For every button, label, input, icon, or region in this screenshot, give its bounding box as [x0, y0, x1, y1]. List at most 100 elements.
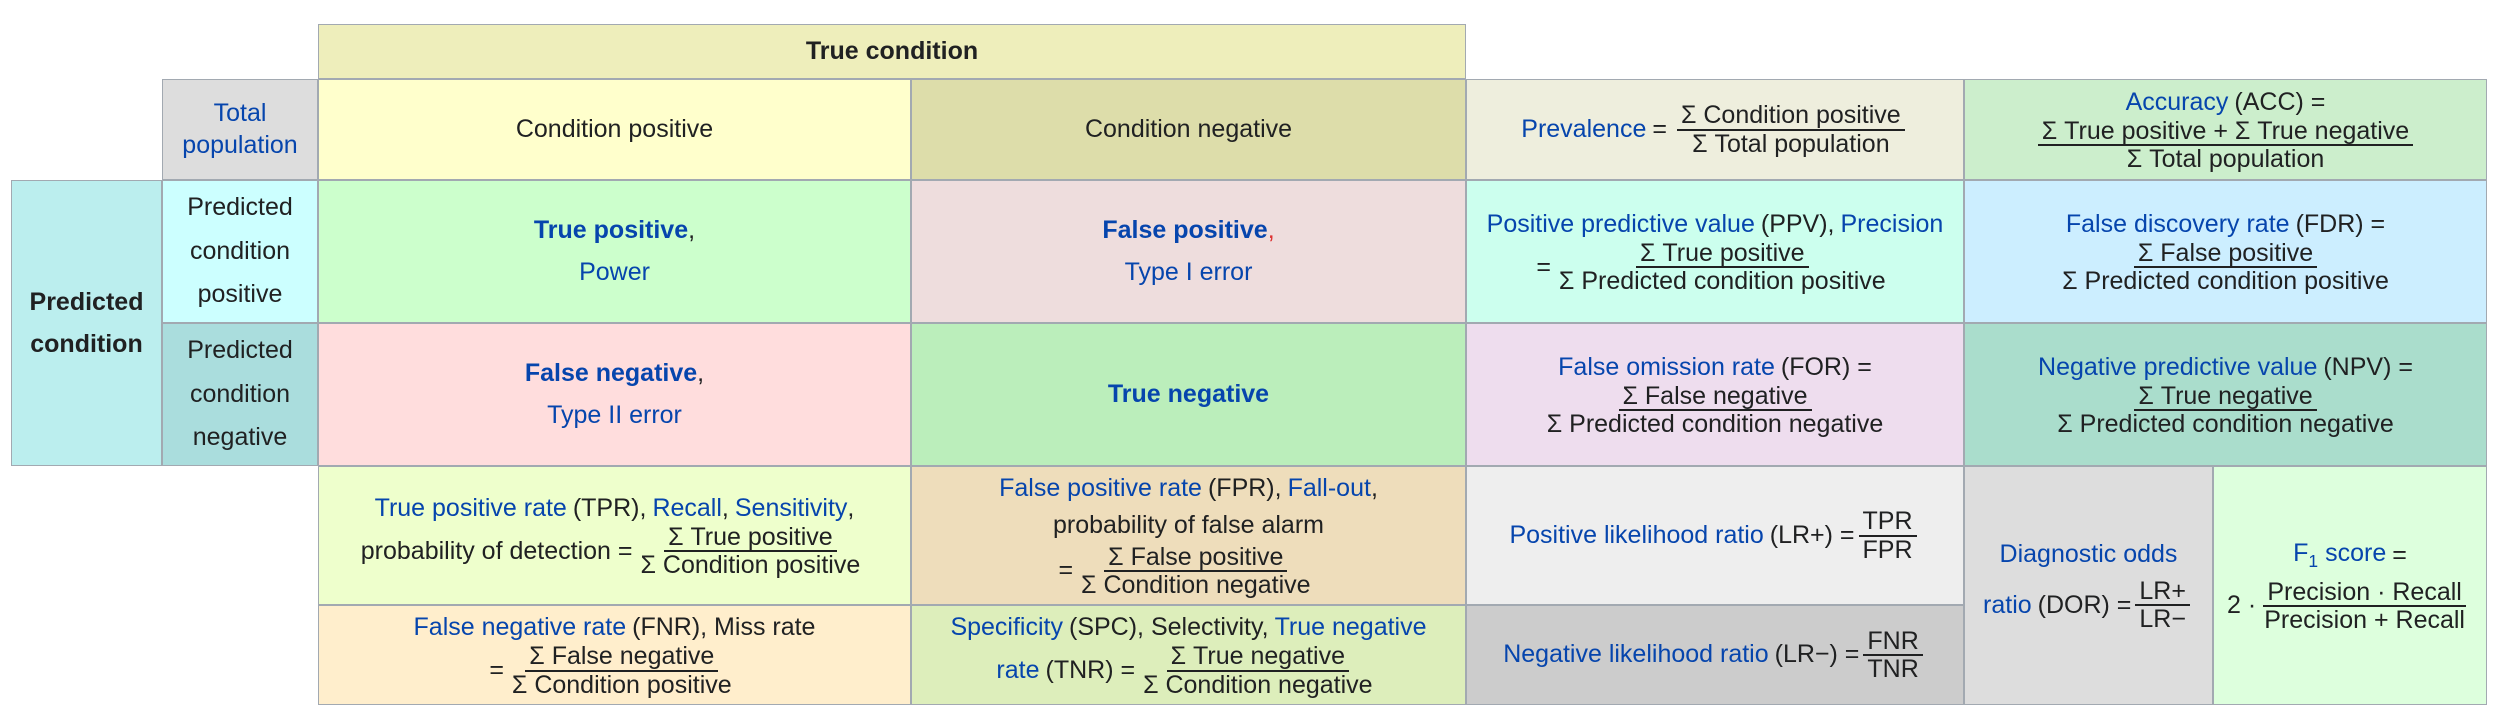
false-positive-comma: ,	[1267, 216, 1275, 245]
fpr-abbr: (FPR),	[1207, 474, 1282, 502]
fpr-numerator: Σ False positive	[1104, 543, 1288, 572]
tpr-comma: ,	[847, 493, 855, 522]
tnr-numerator: Σ True negative	[1166, 643, 1349, 672]
ppv-cell: Positive predictive value (PPV), Precisi…	[1466, 180, 1964, 323]
accuracy-link[interactable]: Accuracy	[2125, 87, 2229, 116]
type-i-error-link[interactable]: Type I error	[1124, 257, 1253, 286]
false-negative-cell: False negative , Type II error	[318, 323, 911, 466]
power-link[interactable]: Power	[579, 257, 650, 286]
tnr-denominator: Σ Condition negative	[1143, 670, 1373, 699]
specificity-link[interactable]: Specificity	[950, 613, 1063, 642]
total-population-link[interactable]: Total population	[182, 99, 298, 159]
false-positive-link[interactable]: False positive	[1102, 216, 1268, 245]
tpr-numerator: Σ True positive	[664, 524, 837, 553]
fnr-link[interactable]: False negative rate	[413, 613, 627, 642]
ppv-denominator: Σ Predicted condition positive	[1558, 267, 1886, 296]
tnr-abbr2: (TNR) =	[1045, 656, 1136, 684]
fpr-formula: Σ False positive Σ Condition negative	[1077, 543, 1315, 599]
f1-score-cell: F1 score = 2 · Precision · Recall Precis…	[2213, 466, 2487, 705]
lr-positive-cell: Positive likelihood ratio (LR+) = TPR FP…	[1466, 466, 1964, 605]
fnr-numerator: Σ False negative	[525, 643, 719, 672]
false-negative-comma: ,	[697, 359, 705, 388]
ppv-link[interactable]: Positive predictive value	[1486, 209, 1755, 238]
lr-negative-numerator: FNR	[1863, 628, 1923, 656]
prevalence-cell: Prevalence = Σ Condition positive Σ Tota…	[1466, 79, 1964, 180]
for-cell: False omission rate (FOR) = Σ False nega…	[1466, 323, 1964, 466]
prevalence-formula: Σ Condition positive Σ Total population	[1676, 102, 1905, 158]
accuracy-numerator: Σ True positive + Σ True negative	[2037, 118, 2414, 147]
precision-link[interactable]: Precision	[1840, 209, 1944, 238]
f1-formula: Precision · Recall Precision + Recall	[2260, 578, 2469, 634]
lr-negative-formula: FNR TNR	[1863, 628, 1923, 683]
dor-abbr: (DOR) =	[2037, 590, 2132, 619]
predicted-positive-header: Predicted condition positive	[162, 180, 318, 323]
true-negative-rate-link-rate[interactable]: rate	[996, 656, 1040, 684]
lr-negative-link[interactable]: Negative likelihood ratio	[1503, 640, 1769, 669]
prevalence-link[interactable]: Prevalence	[1521, 114, 1647, 143]
total-population-cell: Total population	[162, 79, 318, 180]
fpr-desc: probability of false alarm	[1053, 511, 1324, 540]
fdr-abbr: (FDR) =	[2295, 209, 2386, 238]
condition-positive-label: Condition positive	[515, 114, 714, 143]
prevalence-numerator: Σ Condition positive	[1676, 102, 1905, 131]
true-condition-label: True condition	[805, 36, 979, 65]
npv-denominator: Σ Predicted condition negative	[2057, 410, 2394, 439]
false-negative-link[interactable]: False negative	[524, 359, 698, 388]
fdr-link[interactable]: False discovery rate	[2065, 209, 2290, 238]
lr-positive-formula: TPR FPR	[1858, 508, 1917, 563]
npv-cell: Negative predictive value (NPV) = Σ True…	[1964, 323, 2487, 466]
fdr-denominator: Σ Predicted condition positive	[2062, 267, 2389, 296]
type-ii-error-link[interactable]: Type II error	[547, 400, 682, 429]
sensitivity-link[interactable]: Sensitivity	[734, 493, 848, 522]
true-positive-link[interactable]: True positive	[533, 216, 689, 245]
predicted-negative-header: Predicted condition negative	[162, 323, 318, 466]
f1-denominator: Precision + Recall	[2264, 605, 2465, 634]
f1-numerator: Precision · Recall	[2263, 578, 2466, 607]
for-numerator: Σ False negative	[1618, 383, 1812, 412]
accuracy-cell: Accuracy (ACC) = Σ True positive + Σ Tru…	[1964, 79, 2487, 180]
f1-subscript: 1	[2308, 550, 2319, 571]
for-link[interactable]: False omission rate	[1558, 352, 1775, 381]
fpr-comma: ,	[1370, 474, 1378, 502]
ppv-abbr: (PPV),	[1760, 209, 1835, 238]
fnr-eq: =	[489, 656, 504, 684]
lr-negative-denominator: TNR	[1867, 655, 1919, 683]
false-positive-cell: False positive , Type I error	[911, 180, 1466, 323]
lr-positive-numerator: TPR	[1858, 508, 1917, 537]
ppv-numerator: Σ True positive	[1636, 240, 1809, 269]
recall-link[interactable]: Recall	[652, 493, 722, 522]
lr-positive-link[interactable]: Positive likelihood ratio	[1509, 520, 1764, 549]
f1-score-link[interactable]: F1 score	[2293, 538, 2386, 573]
fnr-cell: False negative rate (FNR), Miss rate = Σ…	[318, 605, 911, 705]
prevalence-denominator: Σ Total population	[1692, 129, 1890, 158]
condition-negative-header: Condition negative	[911, 79, 1466, 180]
condition-negative-label: Condition negative	[1084, 114, 1293, 143]
accuracy-denominator: Σ Total population	[2126, 145, 2325, 174]
accuracy-formula: Σ True positive + Σ True negative Σ Tota…	[2037, 118, 2414, 174]
tpr-link[interactable]: True positive rate	[374, 493, 567, 522]
f1-factor: 2 ·	[2227, 591, 2257, 620]
dor-link[interactable]: Diagnostic odds	[1999, 539, 2178, 568]
lr-negative-abbr: (LR−) =	[1774, 640, 1860, 669]
tpr-desc: probability of detection =	[360, 536, 633, 565]
fpr-link[interactable]: False positive rate	[999, 474, 1202, 502]
fnr-denominator: Σ Condition positive	[511, 670, 732, 699]
f1-score-word: score	[2325, 538, 2387, 567]
fpr-denominator: Σ Condition negative	[1081, 570, 1311, 599]
dor-link-ratio[interactable]: ratio	[1983, 590, 2032, 619]
true-condition-header: True condition	[318, 24, 1466, 79]
true-positive-comma: ,	[688, 216, 696, 245]
accuracy-abbr: (ACC) =	[2234, 87, 2326, 116]
true-negative-link[interactable]: True negative	[1107, 379, 1270, 408]
fall-out-link[interactable]: Fall-out	[1287, 474, 1371, 502]
true-negative-rate-link[interactable]: True negative	[1274, 613, 1427, 642]
npv-numerator: Σ True negative	[2134, 383, 2317, 412]
tnr-cell: Specificity (SPC), Selectivity, True neg…	[911, 605, 1466, 705]
fdr-formula: Σ False positive Σ Predicted condition p…	[2058, 240, 2393, 295]
lr-positive-abbr: (LR+) =	[1769, 520, 1855, 549]
dor-cell: Diagnostic odds ratio (DOR) = LR+ LR−	[1964, 466, 2213, 705]
predicted-condition-label: Predicted condition	[29, 287, 144, 359]
tpr-cell: True positive rate (TPR), Recall , Sensi…	[318, 466, 911, 605]
npv-link[interactable]: Negative predictive value	[2038, 352, 2318, 381]
fdr-numerator: Σ False positive	[2133, 240, 2318, 269]
